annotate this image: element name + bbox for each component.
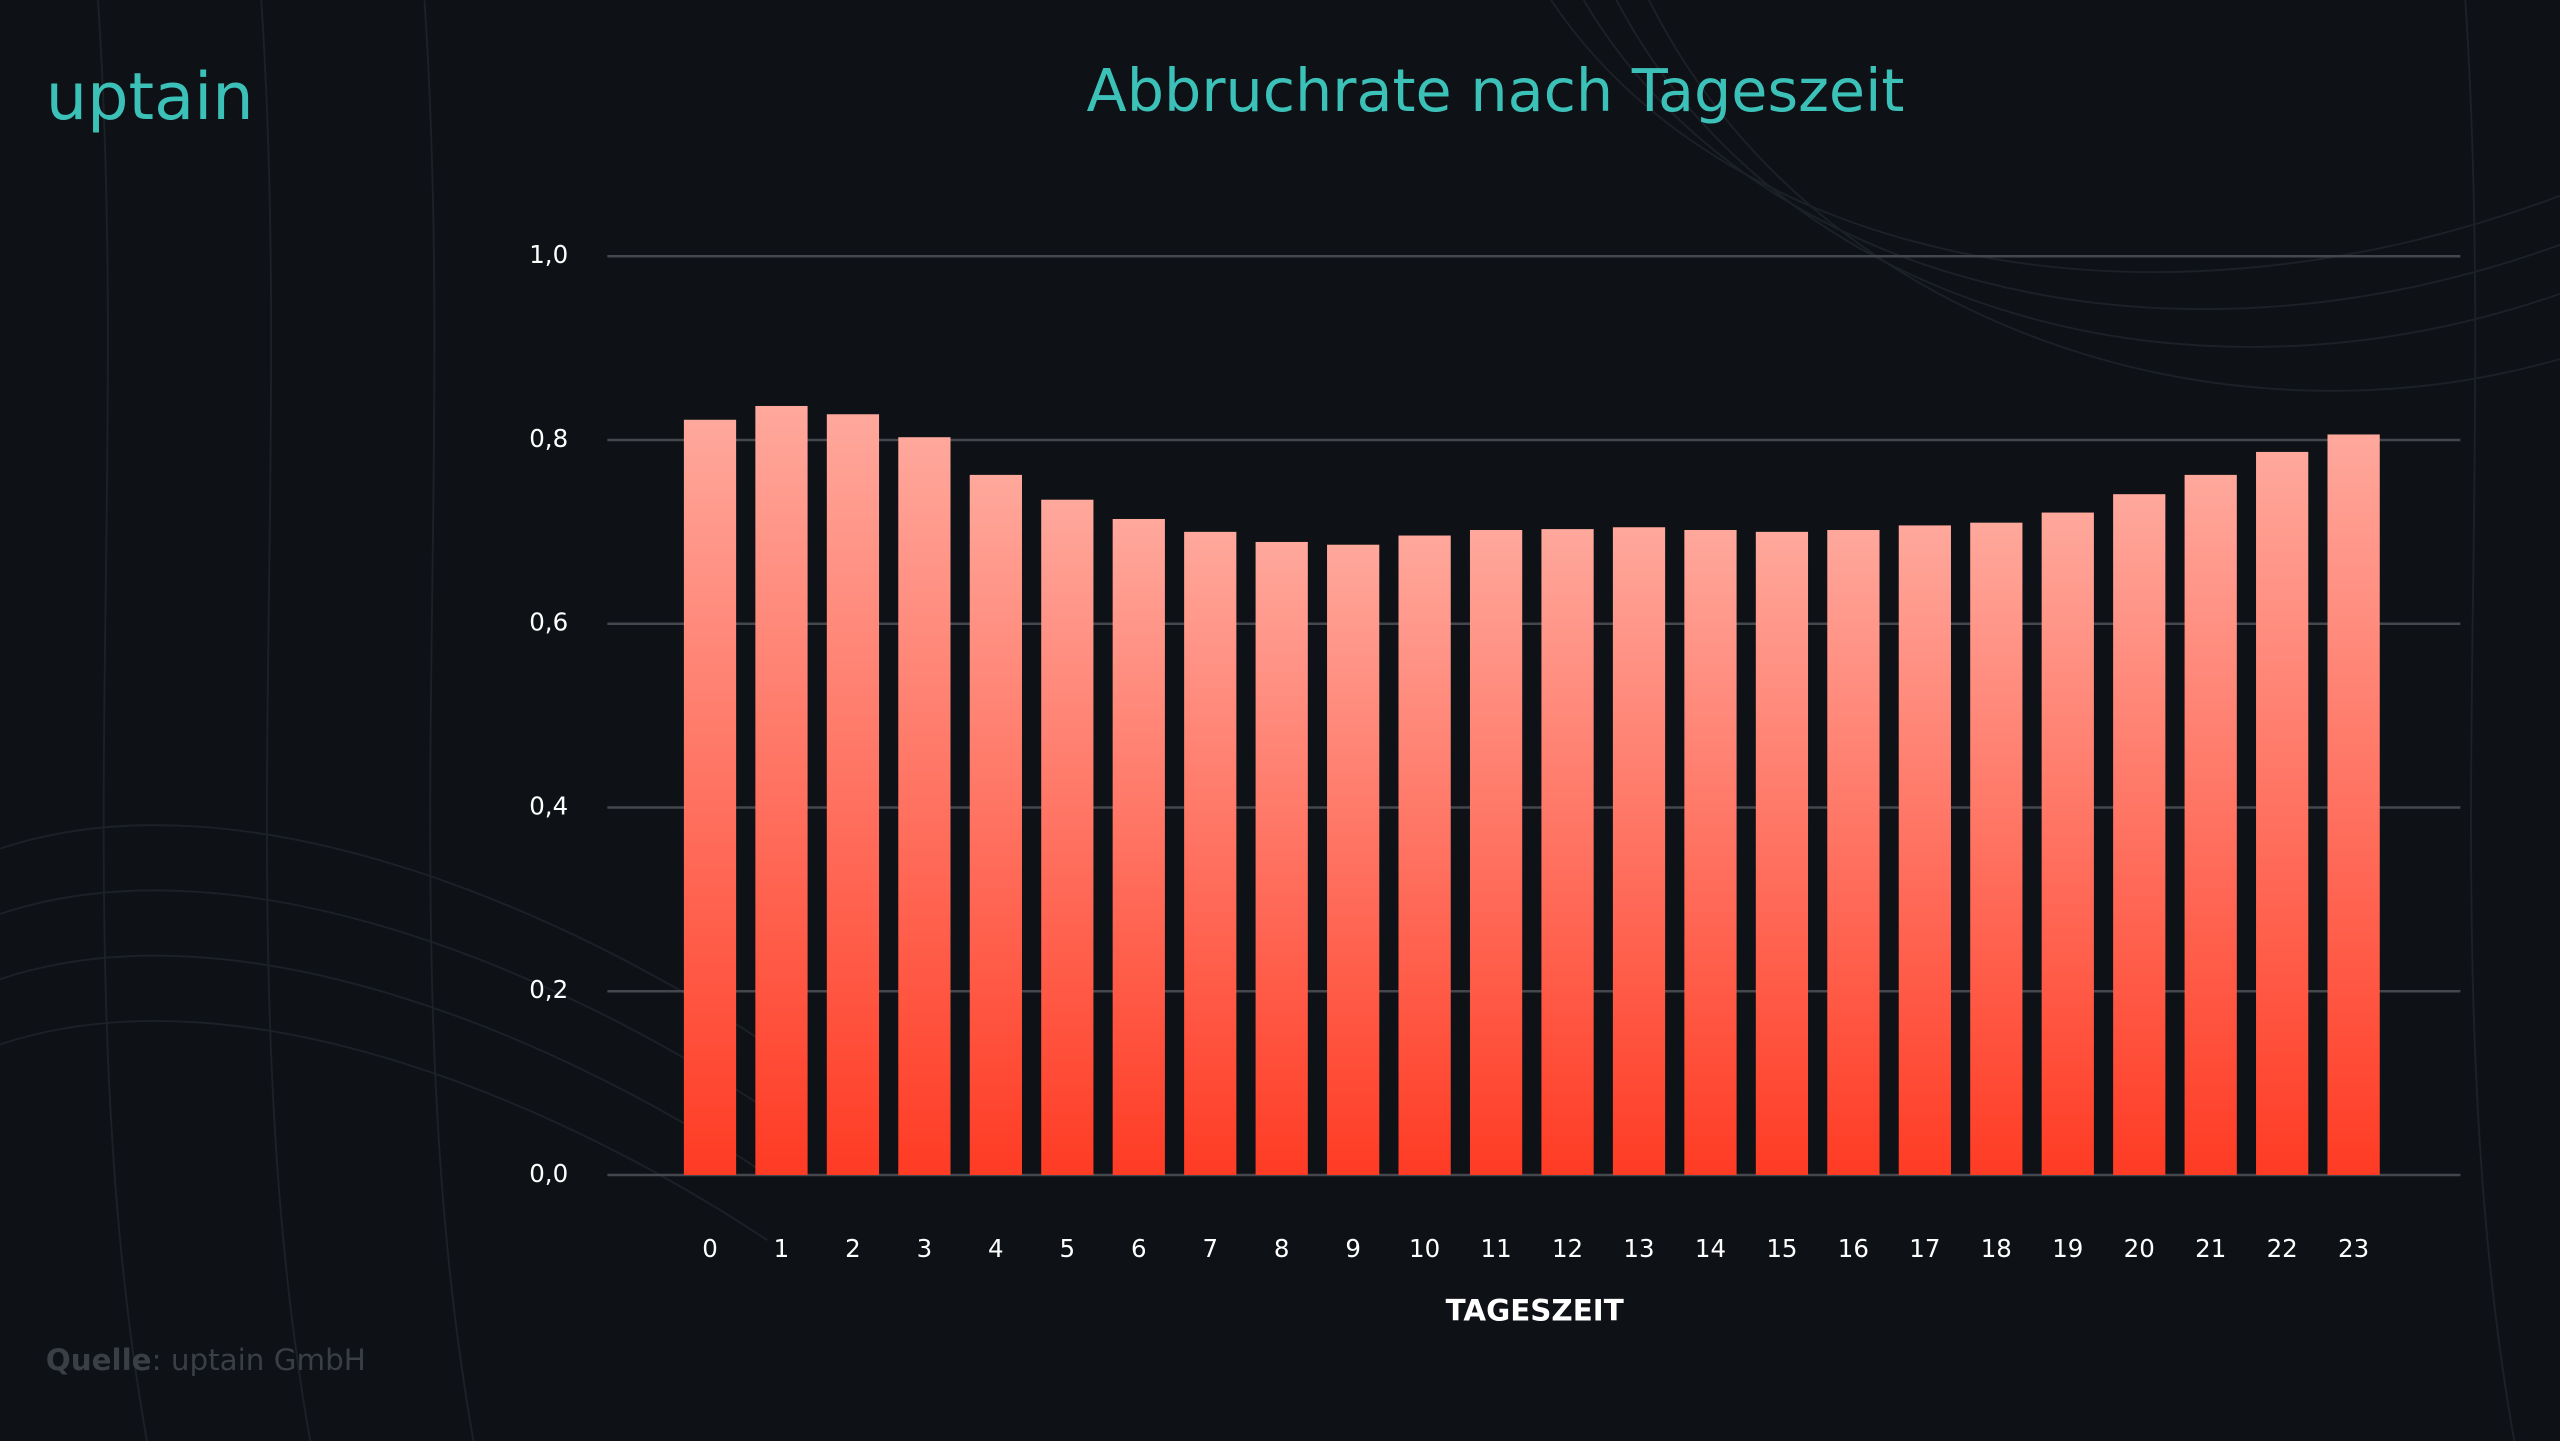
x-tick-label: 8 — [1274, 1234, 1290, 1263]
bar — [1469, 530, 1523, 1175]
x-tick-label: 18 — [1981, 1234, 2012, 1263]
bar — [1898, 525, 1951, 1175]
chart-title: Abbruchrate nach Tageszeit — [1087, 56, 1905, 125]
bar — [969, 474, 1022, 1175]
source: Quelle: uptain GmbH — [46, 1343, 366, 1377]
y-tick-label: 0,6 — [529, 608, 568, 637]
bar — [2113, 494, 2166, 1175]
bar — [2184, 474, 2237, 1175]
x-tick-label: 4 — [988, 1234, 1004, 1263]
source-label: Quelle — [46, 1343, 152, 1377]
x-tick-label: 9 — [1345, 1234, 1361, 1263]
source-text: : uptain GmbH — [152, 1343, 366, 1377]
x-tick-label: 0 — [702, 1234, 718, 1263]
x-tick-label: 7 — [1202, 1234, 1218, 1263]
x-tick-label: 20 — [2124, 1234, 2155, 1263]
y-tick-label: 0,0 — [529, 1159, 568, 1188]
y-tick-label: 1,0 — [529, 240, 568, 269]
y-tick-label: 0,8 — [529, 424, 568, 453]
x-axis-label: TAGESZEIT — [1446, 1294, 1624, 1328]
bar — [1255, 541, 1308, 1175]
bar — [683, 419, 737, 1175]
bar — [1684, 530, 1737, 1175]
bar — [2256, 451, 2309, 1175]
bar — [1827, 530, 1880, 1175]
x-tick-label: 14 — [1695, 1234, 1726, 1263]
y-tick-label: 0,4 — [529, 791, 568, 820]
bar — [1184, 531, 1237, 1175]
x-tick-label: 22 — [2267, 1234, 2298, 1263]
x-tick-label: 21 — [2195, 1234, 2226, 1263]
x-tick-label: 1 — [774, 1234, 790, 1263]
bar — [1970, 522, 2023, 1175]
x-tick-label: 17 — [1909, 1234, 1940, 1263]
x-tick-label: 16 — [1838, 1234, 1869, 1263]
bar — [2041, 512, 2094, 1175]
x-tick-label: 12 — [1552, 1234, 1583, 1263]
bar — [1041, 499, 1094, 1175]
bar — [826, 414, 880, 1175]
x-tick-label: 19 — [2052, 1234, 2083, 1263]
x-tick-label: 6 — [1131, 1234, 1147, 1263]
x-tick-label: 3 — [917, 1234, 933, 1263]
x-tick-label: 13 — [1623, 1234, 1654, 1263]
x-tick-label: 11 — [1481, 1234, 1512, 1263]
bar — [1612, 527, 1666, 1175]
bar — [1398, 535, 1451, 1175]
x-tick-label: 10 — [1409, 1234, 1440, 1263]
bar — [2327, 434, 2380, 1175]
x-tick-label: 15 — [1766, 1234, 1797, 1263]
x-tick-label: 2 — [845, 1234, 861, 1263]
bar — [1755, 531, 1809, 1175]
logo: uptain — [46, 59, 254, 135]
x-tick-label: 23 — [2338, 1234, 2369, 1263]
bar — [1112, 518, 1165, 1175]
bar — [755, 405, 808, 1175]
bar — [898, 437, 951, 1175]
x-tick-label: 5 — [1060, 1234, 1076, 1263]
bar — [1327, 544, 1380, 1175]
y-tick-label: 0,2 — [529, 975, 568, 1004]
bar — [1541, 529, 1594, 1175]
